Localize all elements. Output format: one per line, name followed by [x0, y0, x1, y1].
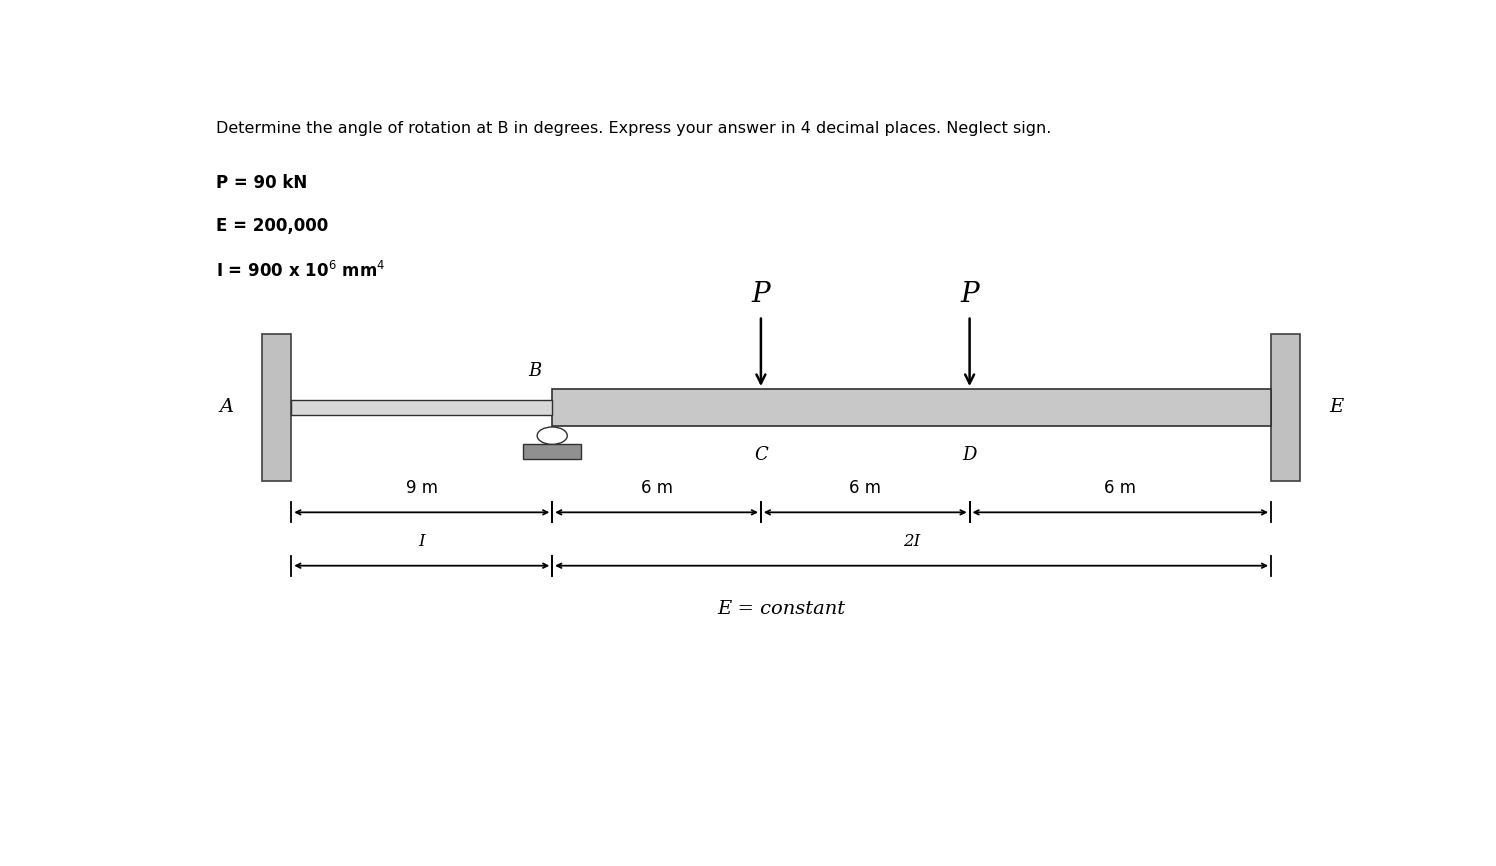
Text: Determine the angle of rotation at B in degrees. Express your answer in 4 decima: Determine the angle of rotation at B in … — [215, 120, 1052, 136]
Text: 9 m: 9 m — [405, 479, 438, 497]
Text: E: E — [1328, 398, 1343, 417]
Text: P: P — [960, 281, 978, 307]
Text: P = 90 kN: P = 90 kN — [215, 174, 307, 192]
Text: A: A — [220, 398, 233, 417]
Bar — [552, 389, 1272, 426]
Circle shape — [537, 427, 567, 444]
Text: 2I: 2I — [904, 533, 920, 551]
Text: 6 m: 6 m — [1104, 479, 1137, 497]
Text: E = constant: E = constant — [717, 600, 845, 618]
Bar — [292, 400, 552, 415]
Text: C: C — [754, 446, 767, 463]
Bar — [524, 444, 580, 459]
Text: D: D — [962, 446, 977, 463]
Bar — [1272, 334, 1300, 481]
Text: P: P — [751, 281, 770, 307]
Bar — [262, 334, 292, 481]
Text: E = 200,000: E = 200,000 — [215, 217, 328, 236]
Text: I: I — [419, 533, 425, 551]
Text: B: B — [528, 362, 542, 380]
Text: I = 900 x 10$^6$ mm$^4$: I = 900 x 10$^6$ mm$^4$ — [215, 261, 384, 281]
Text: 6 m: 6 m — [640, 479, 673, 497]
Text: 6 m: 6 m — [850, 479, 881, 497]
